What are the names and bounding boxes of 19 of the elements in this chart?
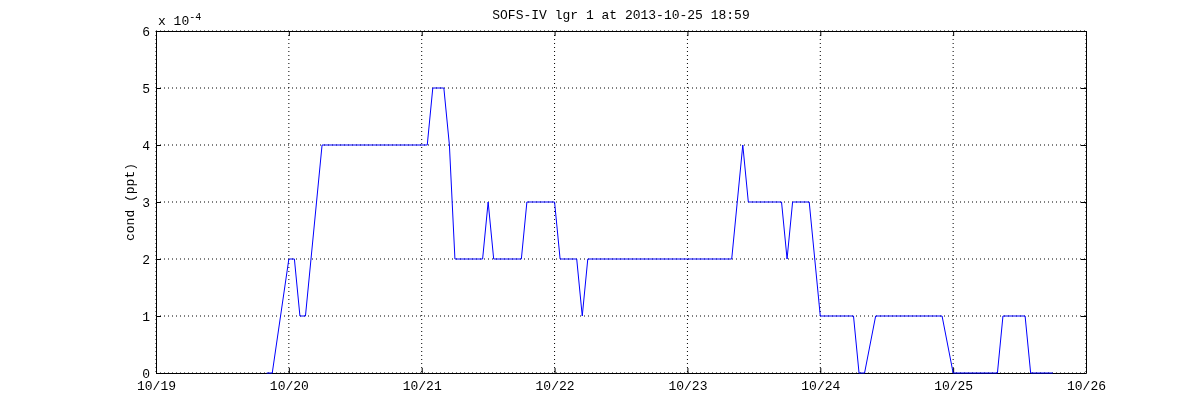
x-tick-label: 10/19 [136,379,177,395]
text: x 10$^{-4}$ [158,11,202,29]
y-tick-label: 6 [142,24,150,40]
x-tick-label: 10/25 [934,379,974,395]
x-tick-label: 10/20 [269,379,309,395]
x-tick-label: 10/23 [668,379,708,395]
y-tick-label: 4 [142,138,151,154]
y-tick-label: 1 [142,309,151,325]
x-tick-label: 10/26 [1066,379,1107,395]
x-tick-label: 10/21 [402,379,442,395]
x-tick-label: 10/22 [535,379,575,395]
y-tick-label: 5 [142,81,150,97]
line-series [266,87,1054,374]
y-tick-label: 0 [142,366,150,382]
y-tick-label: 2 [142,252,150,268]
chart-title: SOFS-IV lgr 1 at 2013-10-25 18:59 [492,8,750,23]
y-tick-label: 3 [142,195,150,211]
x-tick-label: 10/24 [801,379,841,395]
y-axis-title: cond (ppt) [123,162,138,242]
